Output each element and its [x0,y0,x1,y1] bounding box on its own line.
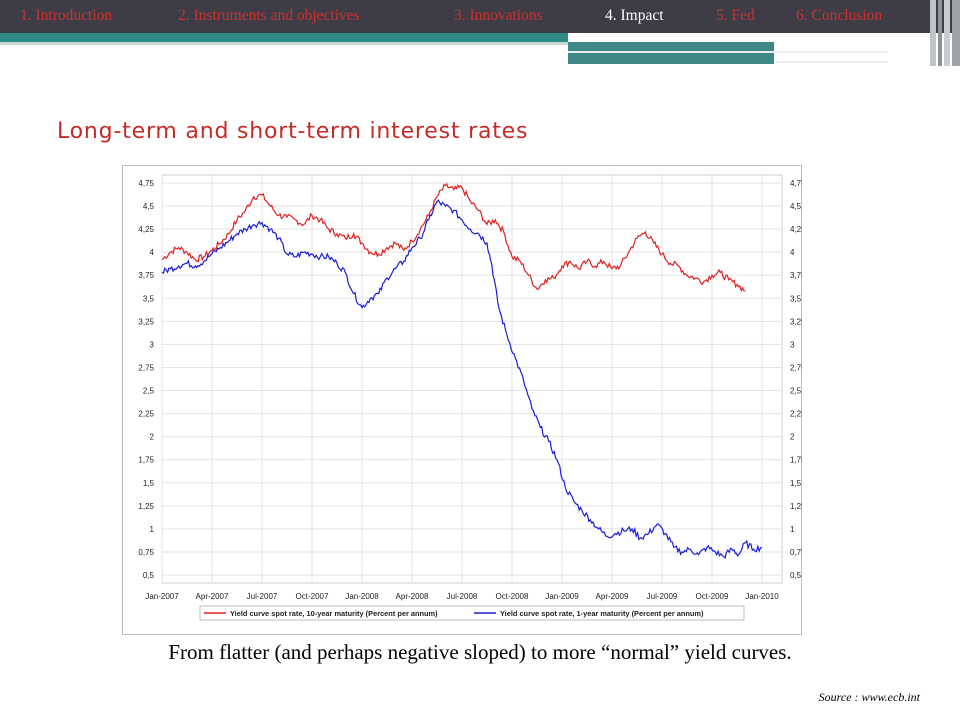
y-tick-label-left: 3 [150,340,155,349]
x-tick-label: Apr-2009 [596,592,629,601]
y-tick-label-left: 4,25 [138,225,154,234]
y-tick-label-left: 3,5 [143,294,155,303]
y-tick-label-right: 2,25 [790,410,802,419]
x-tick-label: Jul-2008 [447,592,478,601]
x-tick-label: Jan-2009 [545,592,579,601]
y-tick-label-right: 3,75 [790,271,802,280]
y-tick-label-left: 4 [150,248,155,257]
y-tick-label-right: 3 [790,340,795,349]
x-tick-label: Jan-2010 [745,592,779,601]
y-tick-label-left: 4,5 [143,202,155,211]
y-tick-label-right: 3,5 [790,294,802,303]
x-tick-label: Oct-2009 [696,592,729,601]
y-tick-label-right: 4 [790,248,795,257]
x-tick-label: Apr-2007 [196,592,229,601]
y-tick-label-left: 2,25 [138,410,154,419]
slide-caption: From flatter (and perhaps negative slope… [168,640,792,664]
series-line-1-year [161,199,763,560]
y-tick-label-left: 3,75 [138,271,154,280]
chart-svg: 4,75 4,75 4,5 4,5 4,25 4,25 4 4 3,75 3,75 3,5 3,5 3,… [122,165,806,635]
y-tick-label-left: 2 [150,433,155,442]
y-tick-label-right: 1 [790,525,795,534]
top-nav-bar [0,0,960,33]
header-accent-block [568,42,774,64]
y-tick-label-right: 2 [790,433,795,442]
y-tick-label-left: 1 [150,525,155,534]
slide-title: Long-term and short-term interest rates [57,119,529,144]
plot-area [161,174,783,584]
x-tick-label: Oct-2008 [496,592,529,601]
header-accent-stripe [0,33,568,42]
nav-item-fed[interactable]: 5. Fed [716,7,755,24]
x-tick-label: Oct-2007 [296,592,329,601]
header-accent-shadow [0,42,568,45]
y-tick-label-right: 2,5 [790,387,802,396]
nav-item-instruments[interactable]: 2. Instruments and objectives [178,7,360,24]
header-divider-line-short [775,61,888,63]
y-tick-label-right: 2,75 [790,363,802,372]
legend-entry: Yield curve spot rate, 1-year maturity (… [500,609,704,618]
y-tick-label-left: 2,5 [143,387,155,396]
y-tick-label-right: 1,5 [790,479,802,488]
y-tick-label-left: 1,25 [138,502,154,511]
y-tick-label-right: 4,25 [790,225,802,234]
header-right-strips [930,0,960,66]
y-tick-label-right: 1,25 [790,502,802,511]
nav-item-innovations[interactable]: 3. Innovations [454,7,543,24]
series-line-10-year [161,182,746,293]
y-tick-label-left: 0,5 [143,571,155,580]
header-divider-line [568,51,888,53]
y-tick-label-right: 4,75 [790,179,802,188]
x-tick-label: Apr-2008 [396,592,429,601]
x-tick-label: Jul-2007 [247,592,278,601]
y-tick-label-right: 3,25 [790,317,802,326]
x-tick-label: Jan-2008 [345,592,379,601]
x-tick-label: Jan-2007 [145,592,179,601]
source-note: Source : www.ecb.int [818,690,920,704]
y-tick-label-left: 4,75 [138,179,154,188]
y-tick-label-left: 3,25 [138,317,154,326]
y-tick-label-left: 2,75 [138,363,154,372]
section-nav: 1. Introduction 2. Instruments and objec… [0,0,930,33]
nav-item-impact[interactable]: 4. Impact [605,7,664,24]
y-tick-label-right: 0,5 [790,571,802,580]
legend-box [199,605,745,621]
legend-entry: Yield curve spot rate, 10-year maturity … [230,609,438,618]
y-tick-label-left: 0,75 [138,548,154,557]
y-tick-label-left: 1,75 [138,456,154,465]
y-tick-label-right: 4,5 [790,202,802,211]
x-tick-label: Jul-2009 [647,592,678,601]
y-tick-label-left: 1,5 [143,479,155,488]
y-tick-label-right: 0,75 [790,548,802,557]
interest-rate-chart: 4,75 4,75 4,5 4,5 4,25 4,25 4 4 3,75 3,75 3,5 3,5 3,… [122,165,806,635]
nav-item-introduction[interactable]: 1. Introduction [20,7,113,24]
nav-item-conclusion[interactable]: 6. Conclusion [796,7,883,24]
y-tick-label-right: 1,75 [790,456,802,465]
